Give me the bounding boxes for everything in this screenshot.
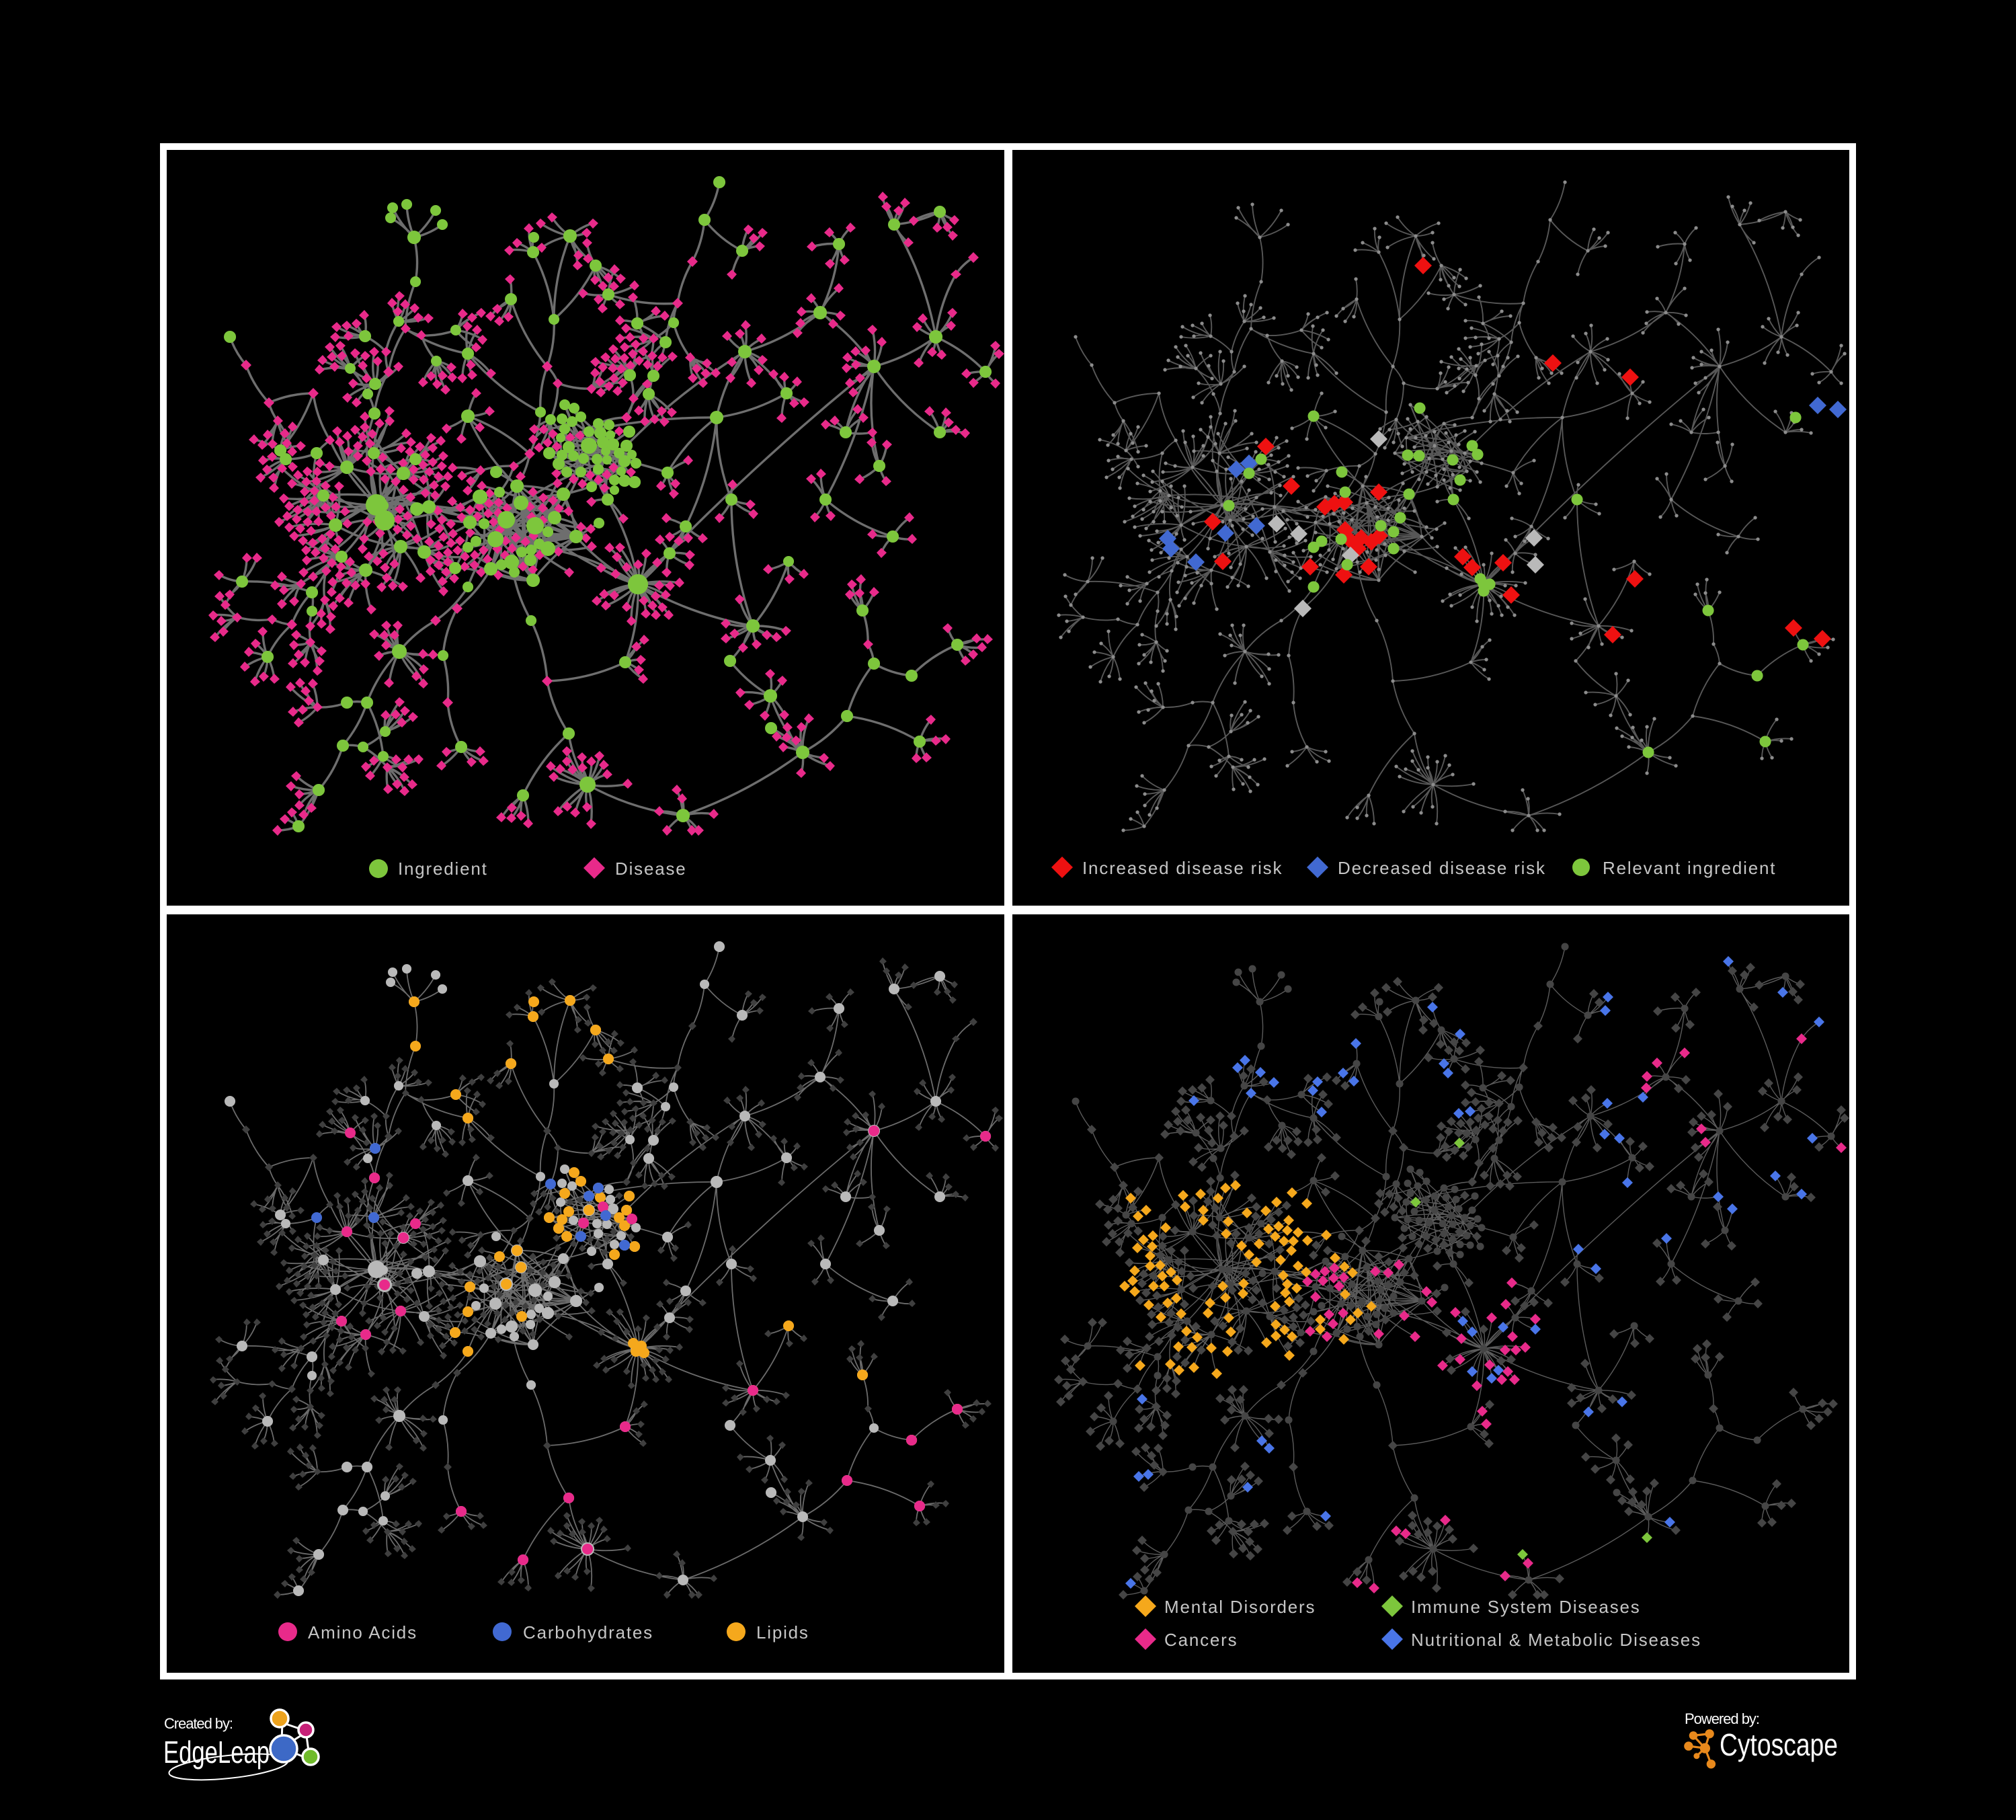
svg-text:Created by:: Created by: xyxy=(164,1715,233,1732)
svg-text:EdgeLeap: EdgeLeap xyxy=(163,1735,270,1770)
svg-text:Mental Disorders: Mental Disorders xyxy=(1164,1597,1316,1617)
svg-text:Ingredient: Ingredient xyxy=(398,859,488,879)
svg-text:Lipids: Lipids xyxy=(756,1622,809,1643)
svg-text:Carbohydrates: Carbohydrates xyxy=(523,1622,653,1643)
svg-text:Decreased disease risk: Decreased disease risk xyxy=(1338,858,1546,878)
svg-text:Amino Acids: Amino Acids xyxy=(308,1622,417,1643)
svg-text:Cytoscape: Cytoscape xyxy=(1720,1727,1838,1762)
svg-text:Relevant ingredient: Relevant ingredient xyxy=(1603,858,1776,878)
svg-text:Disease: Disease xyxy=(615,859,687,879)
svg-text:Immune System Diseases: Immune System Diseases xyxy=(1411,1597,1641,1617)
svg-text:Nutritional & Metabolic Diseas: Nutritional & Metabolic Diseases xyxy=(1411,1630,1701,1650)
svg-text:Powered by:: Powered by: xyxy=(1685,1710,1760,1727)
svg-text:Cancers: Cancers xyxy=(1164,1630,1238,1650)
svg-text:Increased disease risk: Increased disease risk xyxy=(1082,858,1283,878)
